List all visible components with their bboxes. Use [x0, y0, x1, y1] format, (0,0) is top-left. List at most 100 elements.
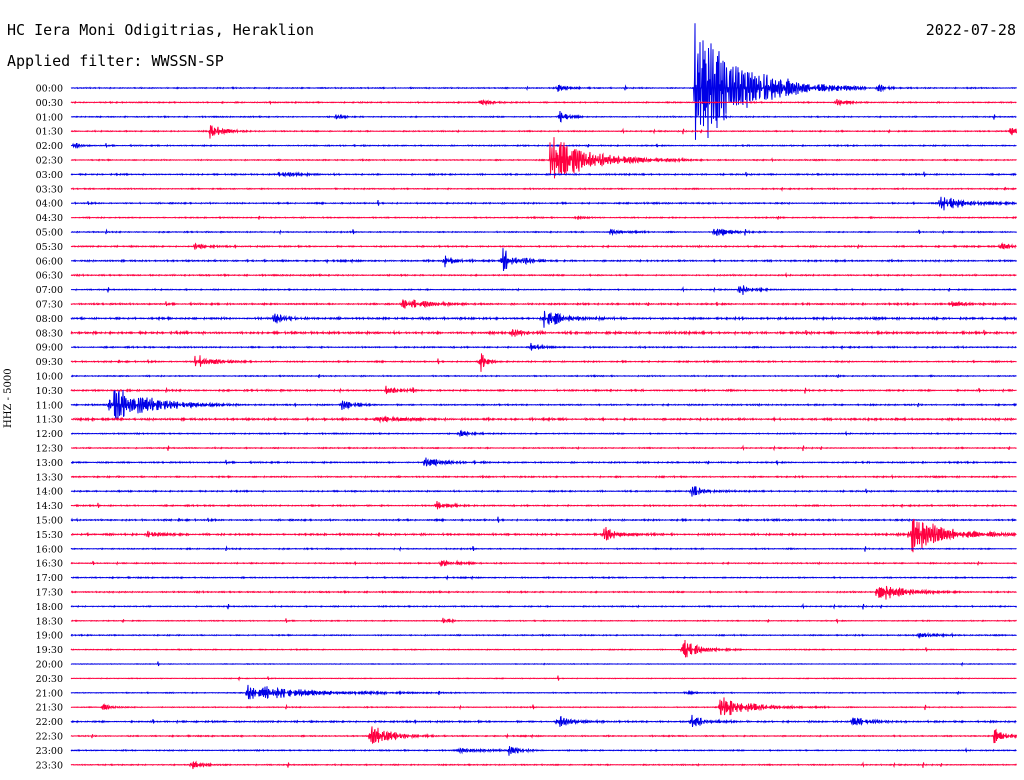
row-time-label: 05:30	[36, 242, 63, 253]
row-time-label: 18:00	[36, 602, 63, 613]
row-time-label: 22:30	[36, 732, 63, 743]
row-time-label: 16:00	[36, 544, 63, 555]
row-time-label: 09:30	[36, 357, 63, 368]
trace-row-0730	[70, 299, 1017, 309]
row-time-label: 07:30	[36, 300, 63, 311]
trace-row-1530	[70, 518, 1017, 553]
row-time-label: 17:00	[36, 573, 63, 584]
trace-row-0000	[70, 23, 1017, 140]
row-time-label: 01:30	[36, 127, 63, 138]
row-time-label: 00:00	[36, 84, 63, 95]
trace-row-2130	[70, 697, 1017, 716]
trace-row-0130	[70, 125, 1017, 139]
station-title: HC Iera Moni Odigitrias, Heraklion	[7, 21, 315, 39]
row-time-label: 14:00	[36, 487, 63, 498]
row-time-label: 06:30	[36, 271, 63, 282]
trace-row-0100	[70, 110, 1017, 123]
trace-row-1000	[70, 374, 1017, 379]
trace-row-0930	[70, 353, 1017, 372]
row-time-label: 23:00	[36, 746, 63, 757]
row-time-label: 22:00	[36, 717, 63, 728]
row-time-label: 07:00	[36, 285, 63, 296]
trace-row-2300	[70, 746, 1017, 756]
trace-row-1600	[70, 545, 1017, 552]
row-time-label: 12:00	[36, 429, 63, 440]
trace-row-1800	[70, 602, 1017, 610]
trace-row-1100	[70, 389, 1017, 420]
row-time-label: 12:30	[36, 444, 63, 455]
trace-row-2200	[70, 714, 1017, 728]
trace-row-1730	[70, 585, 1017, 600]
trace-row-0630	[70, 271, 1017, 278]
row-time-label: 21:30	[36, 703, 63, 714]
row-time-label: 02:30	[36, 156, 63, 167]
row-time-label: 05:00	[36, 228, 63, 239]
row-time-label: 04:30	[36, 213, 63, 224]
trace-row-1400	[70, 486, 1017, 497]
row-time-label: 10:30	[36, 386, 63, 397]
row-time-label: 20:00	[36, 660, 63, 671]
trace-row-0600	[71, 248, 1017, 272]
trace-row-2230	[70, 726, 1017, 744]
trace-row-0830	[70, 328, 1017, 337]
date-label: 2022-07-28	[925, 21, 1016, 39]
trace-row-0200	[70, 142, 1017, 149]
row-time-label: 19:00	[36, 631, 63, 642]
trace-row-1630	[70, 559, 1017, 567]
row-time-label: 01:00	[36, 112, 63, 123]
row-time-label: 11:30	[36, 415, 63, 426]
trace-row-1330	[70, 473, 1017, 480]
trace-row-1700	[70, 574, 1017, 581]
row-time-label: 03:00	[36, 170, 63, 181]
trace-row-2000	[70, 661, 1017, 667]
row-time-label: 04:00	[36, 199, 63, 210]
trace-row-0400	[71, 196, 1017, 211]
row-time-label: 08:30	[36, 328, 63, 339]
trace-row-0300	[70, 171, 1017, 178]
trace-row-0530	[70, 242, 1017, 250]
row-time-label: 20:30	[36, 674, 63, 685]
trace-row-1200	[70, 429, 1017, 438]
trace-row-0330	[70, 186, 1017, 192]
row-time-label: 03:30	[36, 184, 63, 195]
row-time-label: 21:00	[36, 688, 63, 699]
row-time-label: 18:30	[36, 616, 63, 627]
trace-row-1830	[70, 617, 1017, 625]
trace-row-0230	[70, 137, 1017, 179]
row-time-label: 17:30	[36, 588, 63, 599]
trace-row-0030	[70, 98, 1017, 107]
trace-row-1230	[71, 444, 1017, 452]
trace-row-1430	[70, 500, 1017, 510]
row-time-label: 08:00	[36, 314, 63, 325]
trace-row-1900	[70, 631, 1017, 640]
row-time-label: 02:00	[36, 141, 63, 152]
row-time-label: 13:30	[36, 472, 63, 483]
row-time-label: 23:30	[36, 760, 63, 771]
row-time-label: 16:30	[36, 559, 63, 570]
row-time-label: 06:00	[36, 256, 63, 267]
row-time-label: 19:30	[36, 645, 63, 656]
trace-row-0430	[70, 215, 1017, 220]
trace-row-1130	[71, 415, 1017, 424]
trace-row-0700	[70, 285, 1017, 295]
trace-row-0500	[70, 228, 1017, 237]
row-time-label: 15:00	[36, 516, 63, 527]
row-time-label: 15:30	[36, 530, 63, 541]
trace-row-1500	[70, 516, 1017, 523]
trace-row-2100	[70, 684, 1017, 700]
row-time-label: 00:30	[36, 98, 63, 109]
row-time-label: 11:00	[36, 400, 63, 411]
trace-row-2330	[70, 760, 1017, 770]
trace-row-1030	[70, 385, 1017, 395]
row-time-label: 13:00	[36, 458, 63, 469]
row-time-label: 14:30	[36, 501, 63, 512]
trace-row-0800	[70, 310, 1017, 328]
trace-row-1300	[70, 457, 1017, 467]
filter-label: Applied filter: WWSSN-SP	[7, 52, 224, 70]
row-time-label: 09:00	[36, 343, 63, 354]
trace-row-0900	[71, 342, 1017, 351]
row-time-label: 10:00	[36, 372, 63, 383]
trace-row-1930	[70, 639, 1017, 658]
